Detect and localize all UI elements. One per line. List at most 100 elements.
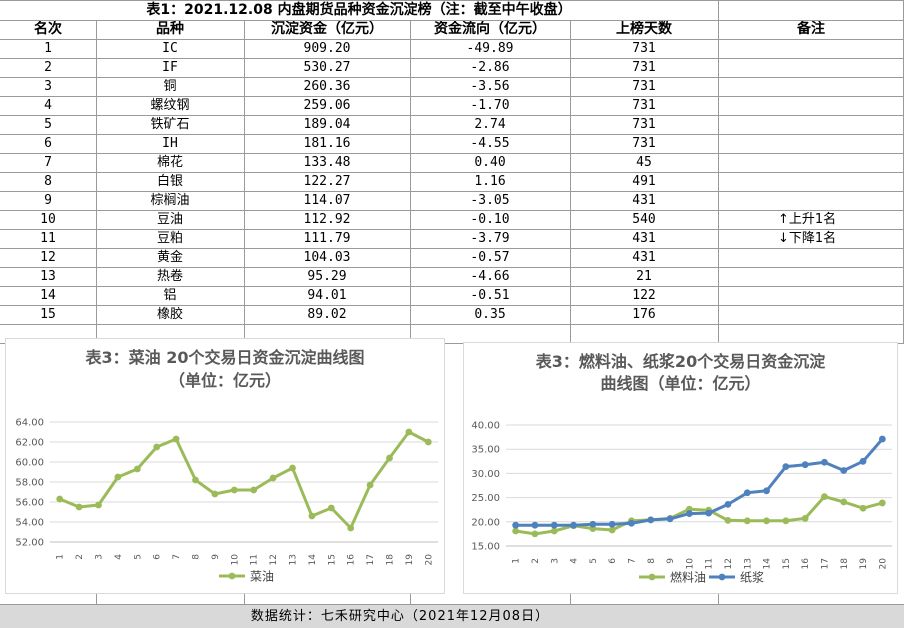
footer-bar <box>0 605 904 628</box>
data-point <box>724 516 732 524</box>
cell-capital: 95.29 <box>307 269 347 284</box>
cell-days: 731 <box>632 60 656 75</box>
data-point <box>840 498 848 506</box>
data-point <box>250 486 258 494</box>
data-point <box>859 457 867 465</box>
cell-capital: 259.06 <box>303 98 351 113</box>
series-line-1 <box>515 438 884 527</box>
cell-capital: 189.04 <box>303 117 351 132</box>
grid-line <box>0 305 904 306</box>
legend-marker <box>648 573 656 581</box>
cell-rank: 12 <box>40 250 56 265</box>
cell-product: IF <box>162 60 178 75</box>
data-point <box>743 489 751 497</box>
data-point <box>666 515 674 523</box>
data-point <box>230 486 238 494</box>
grid-line <box>0 286 904 287</box>
data-point <box>608 526 616 534</box>
grid-line <box>0 58 904 59</box>
x-tick-label: 4 <box>570 558 580 564</box>
cell-product: 铝 <box>163 288 177 303</box>
x-tick-label: 5 <box>589 558 599 564</box>
header-days: 上榜天数 <box>616 21 672 37</box>
header-remark: 备注 <box>797 21 825 37</box>
cell-product: 铜 <box>163 79 177 94</box>
cell-capital: 260.36 <box>303 79 351 94</box>
data-point <box>859 504 867 512</box>
cell-days: 45 <box>636 155 652 170</box>
cell-days: 431 <box>632 231 656 246</box>
cell-days: 176 <box>632 307 656 322</box>
x-tick-label: 5 <box>133 554 143 560</box>
x-tick-label: 9 <box>211 554 221 560</box>
x-tick-label: 13 <box>743 558 753 569</box>
data-point <box>589 520 597 528</box>
cell-capital: 181.16 <box>303 136 351 151</box>
arrow-up-icon: ↑ <box>778 212 789 227</box>
cell-rank: 11 <box>40 231 56 246</box>
cell-rank: 13 <box>40 269 56 284</box>
data-point <box>821 493 828 501</box>
cell-flow: -0.10 <box>470 212 510 227</box>
data-point <box>75 503 83 511</box>
cell-capital: 111.79 <box>303 231 351 246</box>
cell-rank: 10 <box>40 212 56 227</box>
x-tick-label: 8 <box>647 558 657 564</box>
cell-flow: -3.79 <box>470 231 510 246</box>
chart2-subtitle: 曲线图（单位：亿元） <box>600 374 761 393</box>
grid-line <box>0 115 904 116</box>
x-tick-label: 14 <box>308 554 318 566</box>
x-tick-label: 11 <box>705 558 715 569</box>
x-tick-label: 20 <box>878 558 888 570</box>
cell-rank: 5 <box>44 117 52 132</box>
y-tick-label: 40.00 <box>471 421 500 432</box>
data-point <box>56 495 64 503</box>
data-point <box>405 428 413 436</box>
legend-label: 燃料油 <box>670 570 706 585</box>
cell-rank: 8 <box>44 174 52 189</box>
footer-text: 数据统计：七禾研究中心（2021年12月08日） <box>250 609 550 624</box>
grid-line <box>0 343 904 344</box>
x-tick-label: 13 <box>289 554 299 565</box>
cell-product: 豆粕 <box>156 231 183 246</box>
grid-line <box>0 324 904 325</box>
x-tick-label: 17 <box>820 558 830 569</box>
grid-line <box>0 229 904 230</box>
grid-line <box>0 248 904 249</box>
cell-flow: -4.55 <box>470 136 510 151</box>
cell-product: 豆油 <box>156 212 183 227</box>
cell-days: 491 <box>632 174 656 189</box>
cell-product: IC <box>162 41 178 56</box>
data-point <box>386 454 393 462</box>
data-point <box>192 476 199 484</box>
cell-days: 731 <box>632 41 656 56</box>
cell-rank: 6 <box>44 136 52 151</box>
data-point <box>628 519 635 527</box>
cell-days: 21 <box>636 269 652 284</box>
data-point <box>763 517 770 525</box>
cell-capital: 112.92 <box>303 212 351 227</box>
cell-flow: -0.57 <box>470 250 510 265</box>
data-point <box>347 524 355 532</box>
data-point <box>153 443 161 451</box>
data-point <box>782 517 790 525</box>
data-point <box>840 467 848 474</box>
y-tick-label: 64.00 <box>15 418 44 429</box>
y-tick-label: 20.00 <box>471 517 500 528</box>
x-tick-label: 10 <box>230 554 240 566</box>
cell-rank: 2 <box>44 60 52 75</box>
x-tick-label: 16 <box>801 558 811 570</box>
data-point <box>801 461 809 469</box>
cell-days: 731 <box>632 136 656 151</box>
cell-product: 热卷 <box>156 269 183 284</box>
data-point <box>211 490 219 498</box>
legend-label: 纸浆 <box>740 570 764 585</box>
grid-line <box>0 267 904 268</box>
cell-flow: -2.86 <box>470 60 510 75</box>
grid-line <box>0 210 904 211</box>
cell-days: 122 <box>632 288 656 303</box>
data-point <box>308 512 316 520</box>
x-tick-label: 15 <box>782 558 792 569</box>
grid-line <box>570 20 571 343</box>
legend-label: 菜油 <box>250 570 274 584</box>
